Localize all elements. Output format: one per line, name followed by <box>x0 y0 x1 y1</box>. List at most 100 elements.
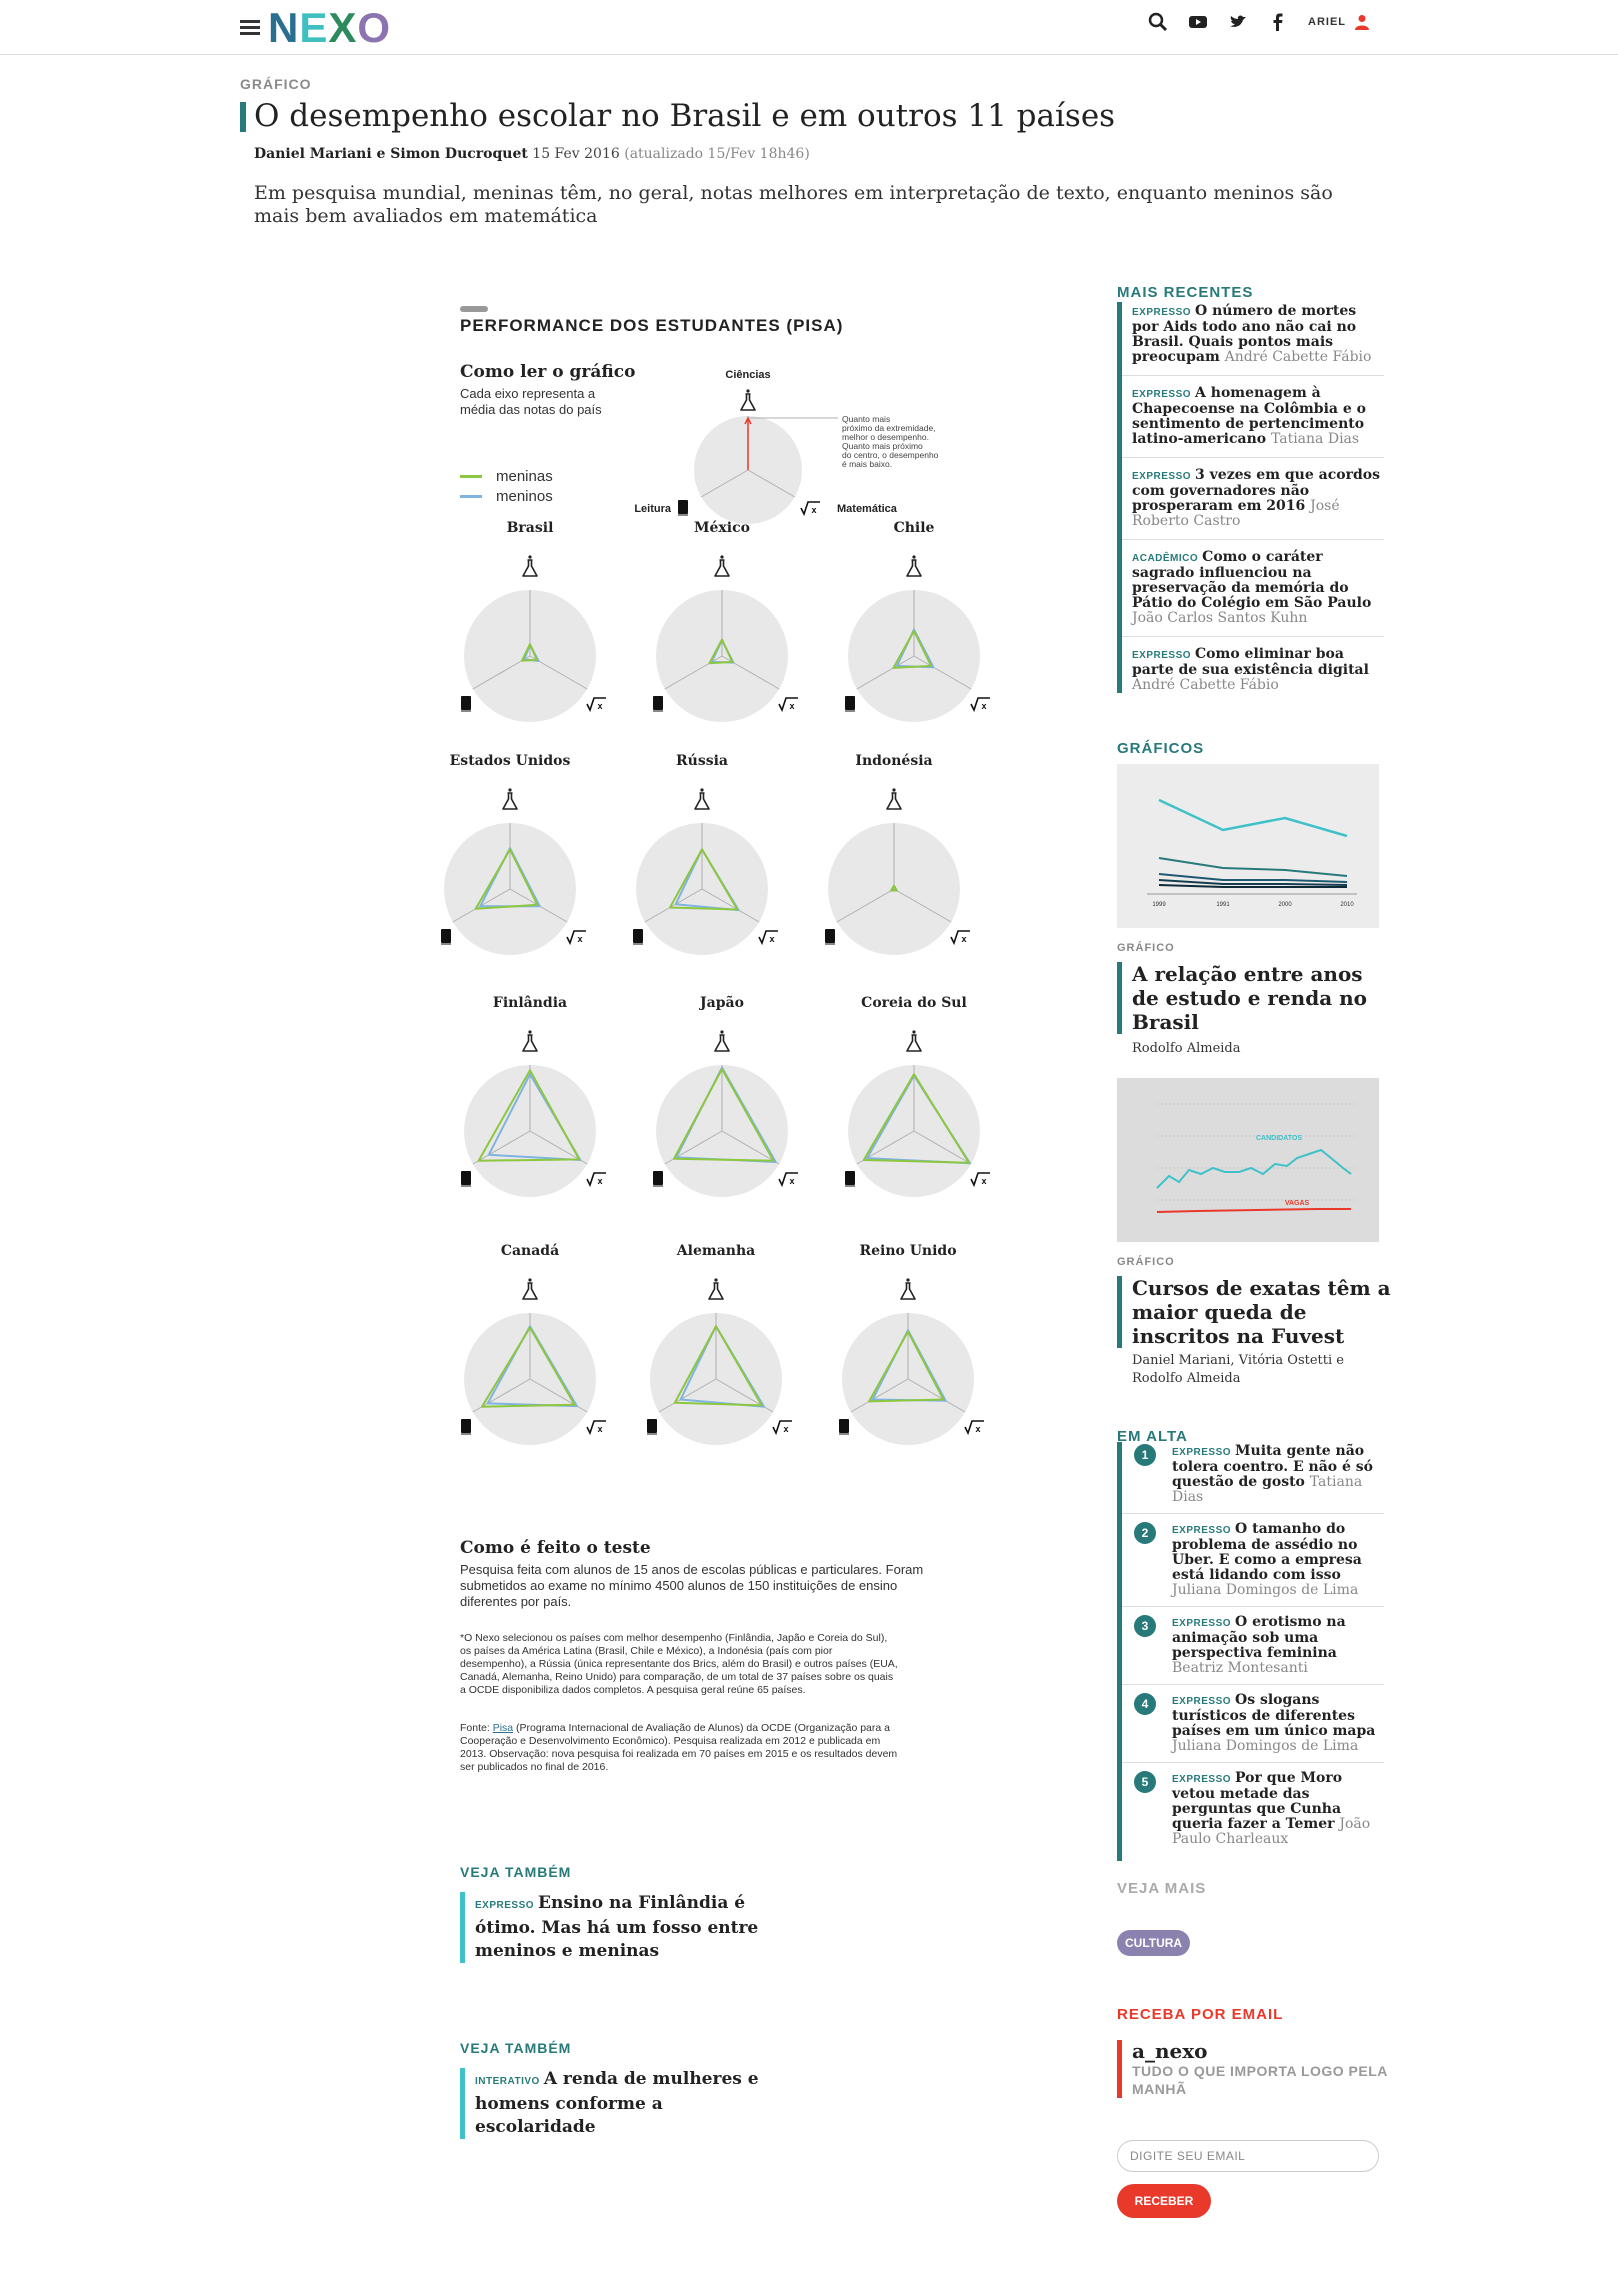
series-meninas <box>890 884 898 892</box>
item-author: Tatiana Dias <box>1270 431 1360 447</box>
source-link[interactable]: Pisa <box>492 1722 514 1734</box>
series-meninas <box>521 643 538 662</box>
book-icon <box>461 1171 471 1185</box>
item-tag: EXPRESSO <box>1172 1774 1232 1785</box>
axis-label-leitura: Leitura <box>634 503 672 515</box>
example-note-line: é mais baixo. <box>842 459 892 469</box>
radar-axis <box>721 1130 780 1165</box>
see-also-title-1[interactable]: Ensino na Finlândia é ótimo. Mas há um f… <box>475 1893 759 1961</box>
radar-axis <box>644 888 703 923</box>
byline-authors[interactable]: Daniel Mariani e Simon Ducroquet <box>254 146 528 162</box>
source-text: (Programa Internacional de Avaliação de … <box>460 1722 898 1773</box>
item-title[interactable]: O tamanho do problema de assédio no Uber… <box>1172 1521 1362 1583</box>
alta-item[interactable]: 1 EXPRESSO Muita gente não tolera coentro.… <box>1122 1442 1384 1514</box>
sqrt-x: x <box>975 1424 980 1434</box>
flask-icon <box>522 1034 538 1052</box>
flask-icon <box>886 792 902 810</box>
recent-item[interactable]: EXPRESSO A homenagem à Chapecoense na Col… <box>1122 384 1384 458</box>
item-title[interactable]: O erotismo na animação sob uma perspecti… <box>1172 1614 1346 1661</box>
sqrt-icon <box>566 930 586 946</box>
source-note: Fonte: Pisa (Programa Internacional de A… <box>460 1722 900 1774</box>
recent-heading: MAIS RECENTES <box>1117 284 1254 301</box>
legend-item-girls: meninas <box>460 466 553 486</box>
recent-item[interactable]: EXPRESSO 3 vezes em que acordos com gover… <box>1122 466 1384 540</box>
country-radar: Alemanha x <box>647 1243 792 1445</box>
sqrt-x: x <box>597 1176 602 1186</box>
item-author: Juliana Domingos de Lima <box>1172 1738 1359 1754</box>
item-author: José Roberto Castro <box>1132 498 1340 529</box>
series-meninas <box>862 1073 970 1164</box>
subscribe-button[interactable]: RECEBER <box>1117 2184 1211 2218</box>
youtube-icon[interactable] <box>1188 12 1208 32</box>
chart-title-dash <box>460 306 488 312</box>
grafico-title-2[interactable]: Cursos de exatas têm a maior queda de in… <box>1117 1276 1394 1348</box>
see-also-label-1: VEJA TAMBÉM <box>460 1864 572 1880</box>
book-icon <box>633 929 643 943</box>
facebook-icon[interactable] <box>1268 12 1288 32</box>
country-label: Japão <box>698 994 744 1011</box>
grafico-title-1[interactable]: A relação entre anos de estudo e renda n… <box>1117 962 1394 1034</box>
thumbnail-line-chart-1: 1999 1991 2000 2010 <box>1147 798 1357 908</box>
item-title[interactable]: Como eliminar boa parte de sua existênci… <box>1132 646 1369 678</box>
menu-icon[interactable] <box>240 20 260 36</box>
item-tag: ACADÊMICO <box>1132 553 1199 564</box>
item-title[interactable]: A homenagem à Chapecoense na Colômbia e … <box>1132 385 1366 447</box>
how-to-read-description: Cada eixo representa a média das notas d… <box>460 386 602 417</box>
veja-mais-heading: VEJA MAIS <box>1117 1880 1207 1897</box>
radar-axis <box>472 1130 531 1165</box>
sqrt-x: x <box>577 934 582 944</box>
email-input[interactable] <box>1117 2140 1379 2172</box>
item-author: João Carlos Santos Kuhn <box>1132 610 1308 626</box>
newsletter-description: TUDO O QUE IMPORTA LOGO PELA MANHÃ <box>1132 2063 1388 2097</box>
twitter-icon[interactable] <box>1228 12 1248 32</box>
see-also-card-1[interactable]: EXPRESSO Ensino na Finlândia é ótimo. Mas… <box>460 1892 775 1963</box>
byline-updated: (atualizado 15/Fev 18h46) <box>624 146 810 162</box>
flask-bubble <box>714 1278 718 1282</box>
rank-badge: 2 <box>1134 1522 1156 1544</box>
flask-icon <box>740 393 756 411</box>
item-title[interactable]: 3 vezes em que acordos com governadores … <box>1132 467 1380 514</box>
sqrt-x: x <box>597 701 602 711</box>
see-also-card-2[interactable]: INTERATIVO A renda de mulheres e homens c… <box>460 2068 775 2139</box>
book-icon <box>441 929 451 943</box>
see-also-title-2[interactable]: A renda de mulheres e homens conforme a … <box>475 2069 759 2137</box>
user-icon[interactable] <box>1352 12 1372 32</box>
item-author: Tatiana Dias <box>1172 1474 1363 1505</box>
item-title[interactable]: Como o caráter sagrado influenciou na pr… <box>1132 549 1372 611</box>
recent-item[interactable]: ACADÊMICO Como o caráter sagrado influenc… <box>1122 548 1384 637</box>
item-title[interactable]: O número de mortes por Aids todo ano não… <box>1132 303 1357 365</box>
example-note-line: Quanto mais próximo <box>842 441 923 451</box>
em-alta-list: 1 EXPRESSO Muita gente não tolera coentro.… <box>1117 1442 1384 1861</box>
alta-item[interactable]: 4 EXPRESSO Os slogans turísticos de difere… <box>1122 1691 1384 1763</box>
alta-item[interactable]: 5 EXPRESSO Por que Moro vetou metade das p… <box>1122 1769 1384 1855</box>
alta-item[interactable]: 3 EXPRESSO O erotismo na animação sob uma … <box>1122 1613 1384 1685</box>
country-label: Coreia do Sul <box>861 995 967 1011</box>
grafico-thumbnail-2[interactable]: CANDIDATOS VAGAS <box>1117 1078 1379 1242</box>
user-name[interactable]: ARIEL <box>1308 16 1346 28</box>
axis-label-matematica: Matemática <box>837 503 898 515</box>
item-author: André Cabette Fábio <box>1132 677 1279 693</box>
sqrt-icon <box>586 697 606 713</box>
item-title[interactable]: Por que Moro vetou metade das perguntas … <box>1172 1770 1343 1832</box>
item-title[interactable]: Muita gente não tolera coentro. E não é … <box>1172 1443 1373 1490</box>
book-icon <box>647 1419 657 1433</box>
recent-item[interactable]: EXPRESSO O número de mortes por Aids todo… <box>1122 302 1384 376</box>
grafico-thumbnail-1[interactable]: 1999 1991 2000 2010 <box>1117 764 1379 928</box>
series-meninas <box>708 638 734 665</box>
item-author: Juliana Domingos de Lima <box>1172 1582 1359 1598</box>
category-badge[interactable]: CULTURA <box>1117 1930 1191 1956</box>
recent-item[interactable]: EXPRESSO Como eliminar boa parte de sua e… <box>1122 645 1384 693</box>
item-tag: EXPRESSO <box>1132 389 1192 400</box>
book-icon <box>653 1171 663 1185</box>
flask-bubble <box>720 555 724 559</box>
newsletter-block: a_nexo TUDO O QUE IMPORTA LOGO PELA MANH… <box>1117 2040 1394 2098</box>
item-title[interactable]: Os slogans turísticos de diferentes país… <box>1172 1692 1376 1739</box>
alta-item[interactable]: 2 EXPRESSO O tamanho do problema de assédi… <box>1122 1520 1384 1607</box>
grafico-author-2: Daniel Mariani, Vitória Ostetti e Rodolf… <box>1132 1353 1344 1386</box>
search-icon[interactable] <box>1148 12 1168 32</box>
thumb-label: VAGAS <box>1285 1200 1310 1207</box>
see-also-tag-2: INTERATIVO <box>475 2076 540 2087</box>
logo[interactable]: NEXO <box>268 4 392 51</box>
flask-bubble <box>906 1278 910 1282</box>
item-tag: EXPRESSO <box>1132 307 1192 318</box>
